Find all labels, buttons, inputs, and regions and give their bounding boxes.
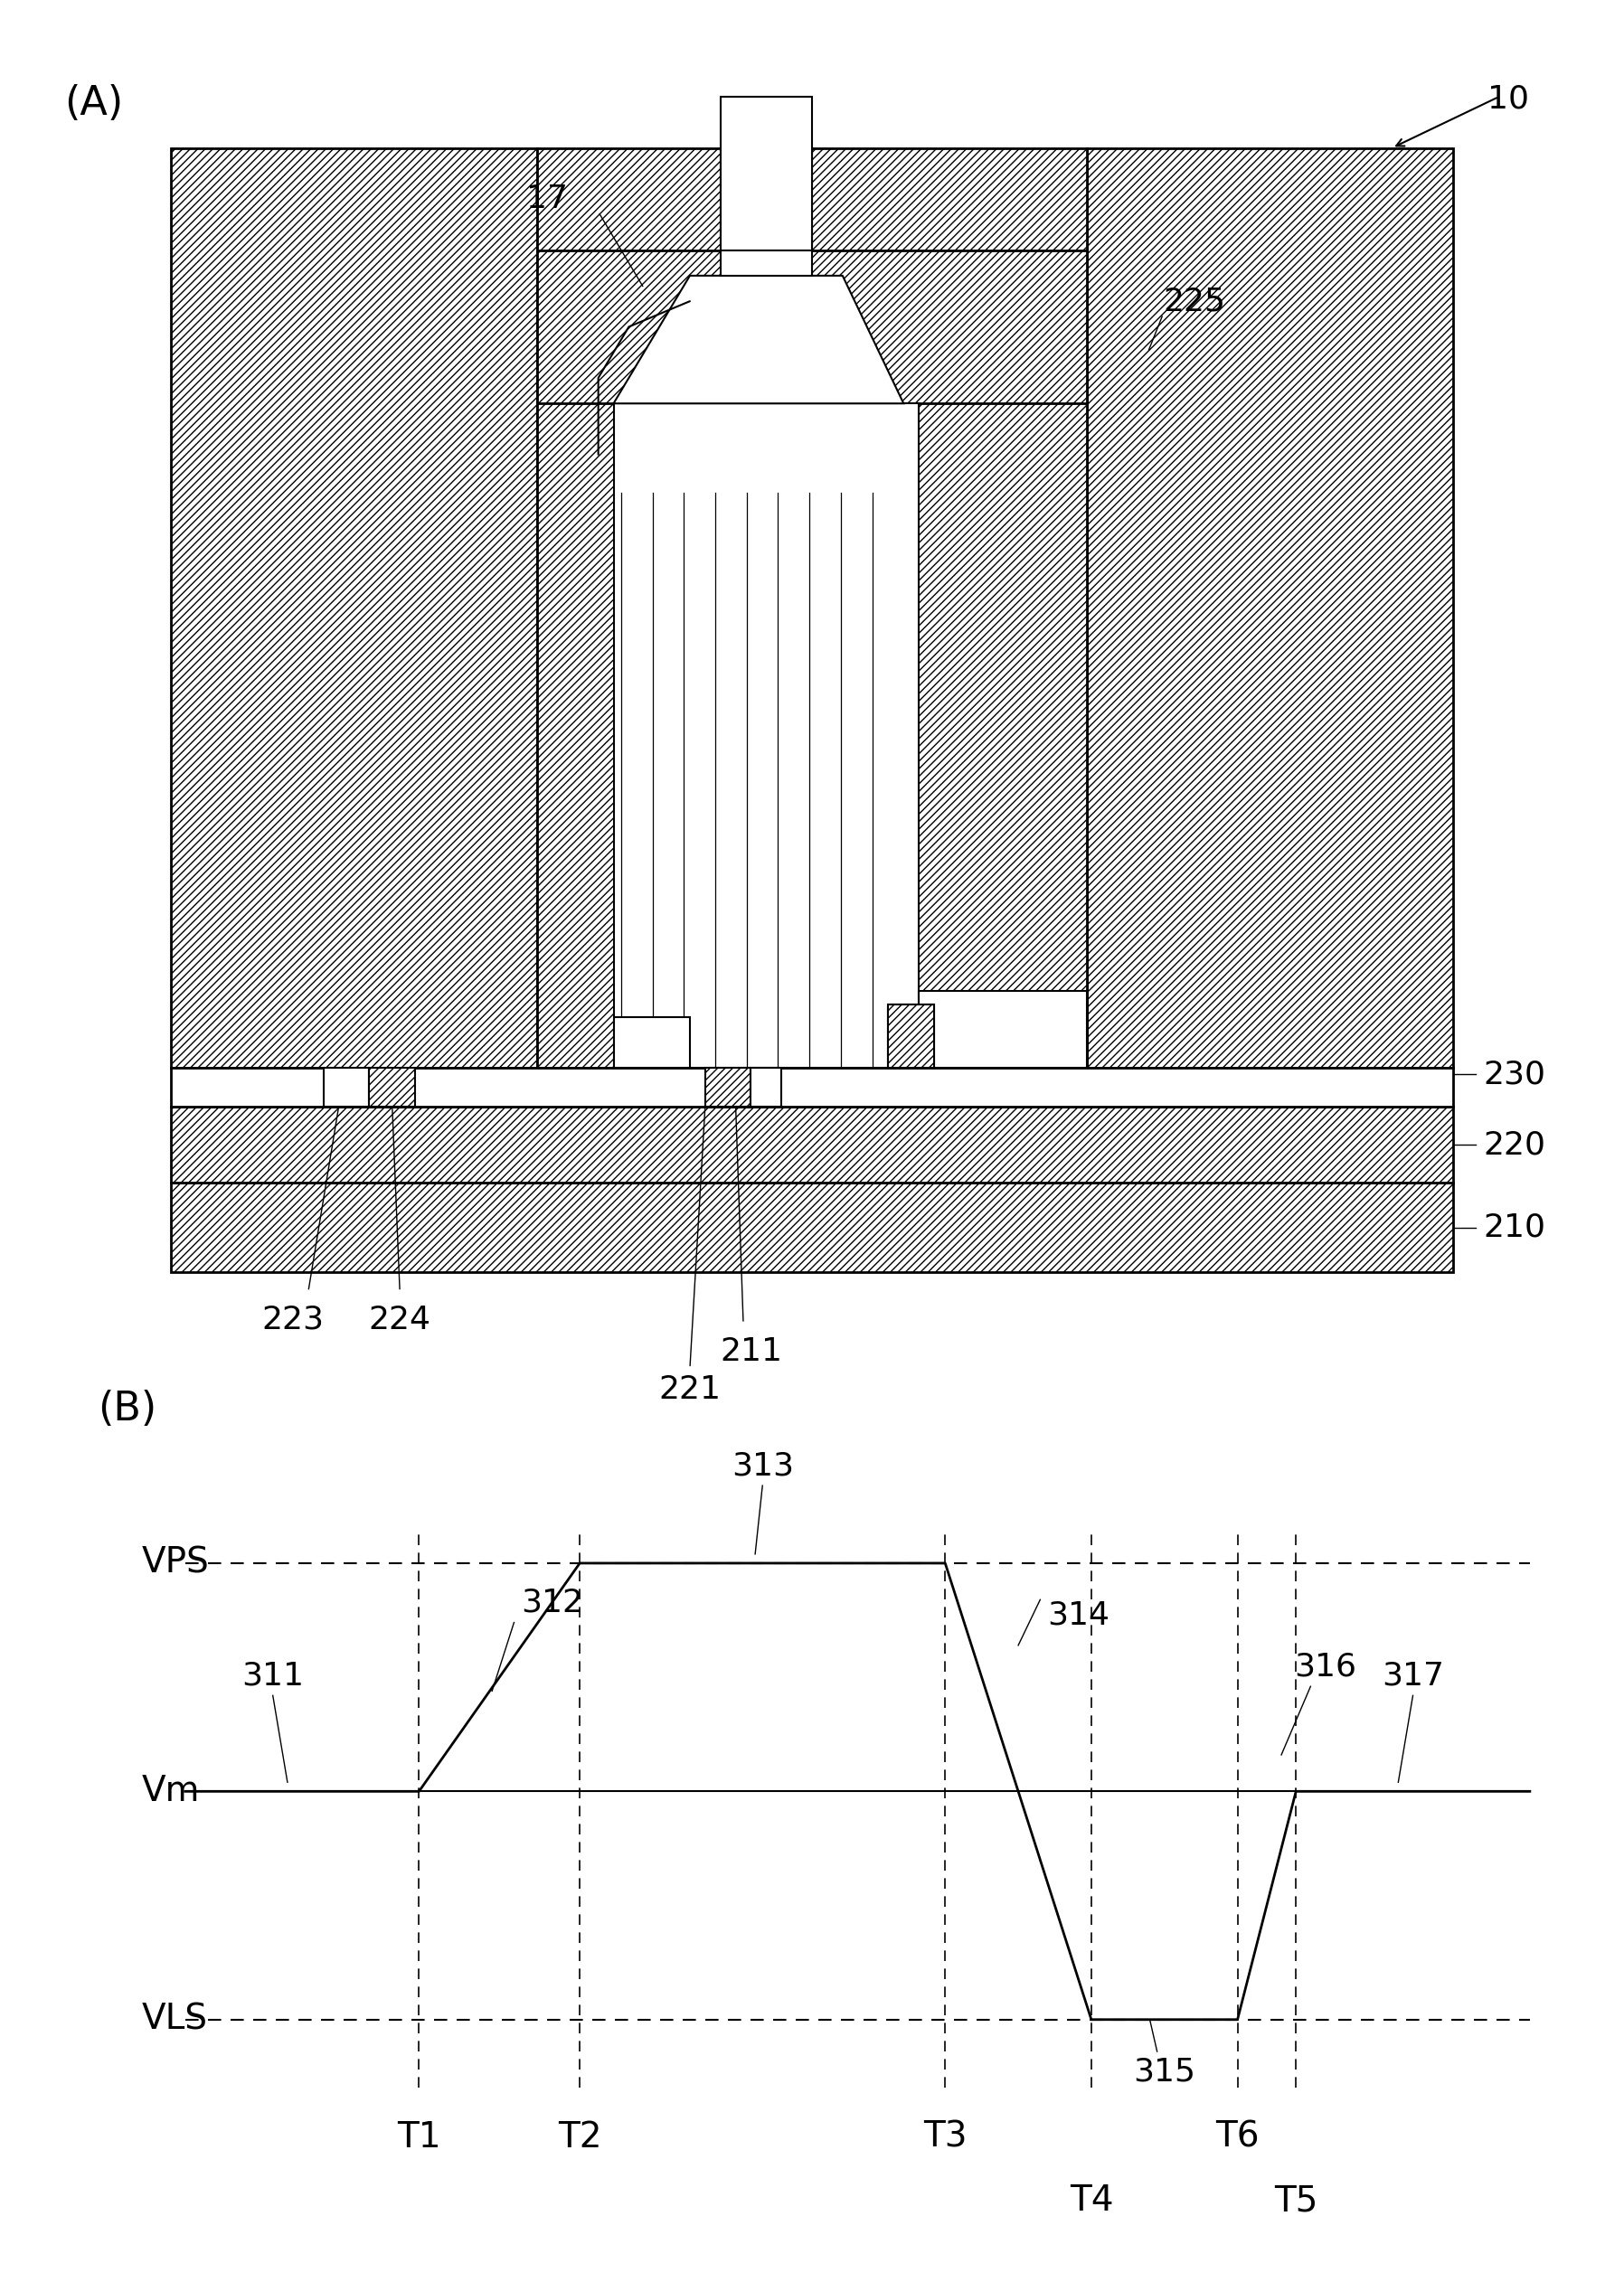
Bar [171,1182,1453,1273]
Bar [538,251,1086,404]
Text: (A): (A) [63,84,123,123]
Text: 312: 312 [521,1588,583,1618]
Polygon shape [705,1068,750,1107]
Text: VLS: VLS [141,2001,208,2038]
Text: (B): (B) [97,1390,156,1429]
Polygon shape [614,1018,690,1068]
Text: 315: 315 [1134,2056,1195,2086]
Bar [721,96,812,251]
Text: T5: T5 [1275,2184,1317,2218]
Polygon shape [750,1068,781,1107]
Text: VPS: VPS [141,1545,209,1581]
Text: Vm: Vm [141,1773,200,1810]
Text: 224: 224 [369,1305,430,1335]
Text: 220: 220 [1484,1130,1546,1159]
Bar [1086,148,1453,1068]
Polygon shape [614,276,903,404]
Text: T2: T2 [557,2120,603,2154]
Polygon shape [888,1004,934,1068]
Polygon shape [888,1004,934,1068]
Text: 10: 10 [1488,84,1530,114]
Text: T4: T4 [1069,2184,1114,2218]
Text: 316: 316 [1294,1652,1356,1682]
Text: T6: T6 [1215,2120,1260,2154]
Polygon shape [919,990,1086,1068]
Text: 223: 223 [261,1305,325,1335]
Text: 314: 314 [1047,1600,1109,1629]
Text: 210: 210 [1484,1212,1546,1244]
Polygon shape [323,1068,369,1107]
Bar [538,148,1086,1068]
Text: 211: 211 [719,1337,783,1367]
Polygon shape [369,1068,416,1107]
Text: 230: 230 [1484,1059,1546,1091]
Text: 313: 313 [731,1451,794,1481]
Bar [171,1107,1453,1182]
Bar [721,148,812,276]
Text: 221: 221 [659,1374,721,1406]
Bar [614,404,919,1068]
Text: 17: 17 [526,183,568,215]
Bar [171,148,538,1068]
Text: T3: T3 [922,2120,968,2154]
Bar [171,1068,1453,1107]
Text: 311: 311 [242,1661,304,1691]
Text: T1: T1 [396,2120,442,2154]
Text: 317: 317 [1382,1661,1444,1691]
Text: 225: 225 [1163,285,1226,317]
